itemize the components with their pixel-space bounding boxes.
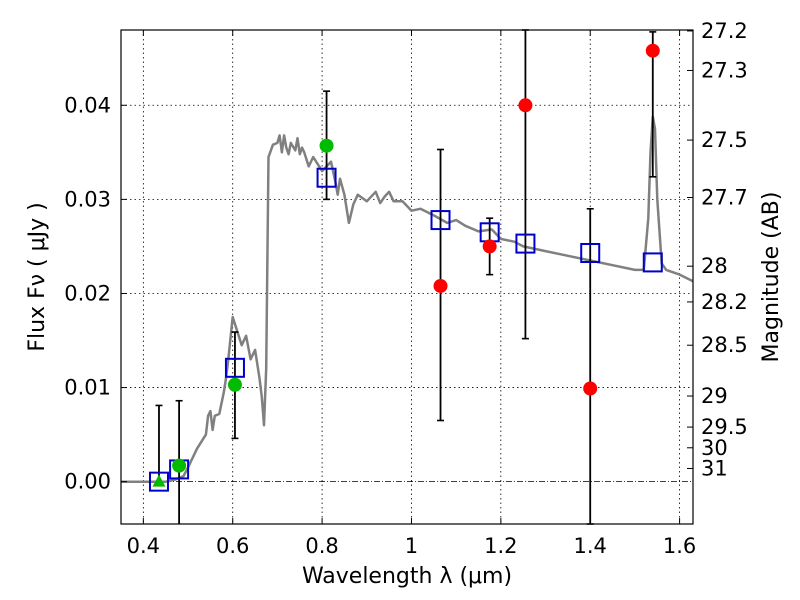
model-flux-square [148,471,169,492]
mag-tick-label: 27.3 [701,58,748,82]
x-tick-label: 1 [405,534,418,558]
model-flux-square [642,252,663,273]
y-axis-label: Flux Fν ( μJy ) [25,202,50,351]
detection-marker [172,458,187,473]
mag-tick-label: 29.5 [701,415,748,439]
axes-frame [120,29,694,525]
plot-area [121,29,694,525]
model-flux-square [430,210,451,231]
y-tick-label: 0.01 [64,376,111,400]
y-tick-label: 0.00 [64,470,111,494]
mag-tick-label: 30 [701,436,728,460]
faint-point-marker [583,381,598,396]
x-tick-label: 0.8 [305,534,338,558]
mag-tick-label: 31 [701,456,728,480]
y-axis-label-right: Magnitude (AB) [759,192,784,363]
detection-triangle-marker [152,474,166,487]
x-tick-label: 1.2 [484,534,517,558]
mag-tick-label: 28 [701,254,728,278]
x-tick-label: 0.6 [216,534,249,558]
model-flux-square [316,167,337,188]
axis-ticks: 0.4 0.6 0.8 1 1.2 1.4 1.6 0.00 0.01 0.02 0.03 0.04 2… [64,19,748,558]
y-tick-label: 0.02 [64,281,111,305]
mag-tick-label: 28.5 [701,333,748,357]
model-flux-square [515,233,536,254]
model-flux-square [580,243,601,264]
x-axis-label: Wavelength λ (μm) [302,564,512,589]
faint-point-marker [433,278,448,293]
x-tick-label: 0.4 [127,534,160,558]
model-flux-square [224,357,245,378]
grid-lines [121,30,693,524]
faint-point-marker [482,239,497,254]
x-tick-label: 1.4 [574,534,607,558]
faint-point-marker [645,43,660,58]
sed-template-line [121,115,694,483]
mag-tick-label: 27.5 [701,128,748,152]
mag-tick-label: 27.2 [701,19,748,43]
x-tick-label: 1.6 [663,534,696,558]
detection-marker [227,377,242,392]
detection-marker [319,138,334,153]
faint-point-marker [518,98,533,113]
mag-tick-label: 27.7 [701,185,748,209]
mag-tick-label: 28.2 [701,290,748,314]
y-tick-label: 0.03 [64,187,111,211]
y-tick-label: 0.04 [64,93,111,117]
mag-tick-label: 29 [701,384,728,408]
